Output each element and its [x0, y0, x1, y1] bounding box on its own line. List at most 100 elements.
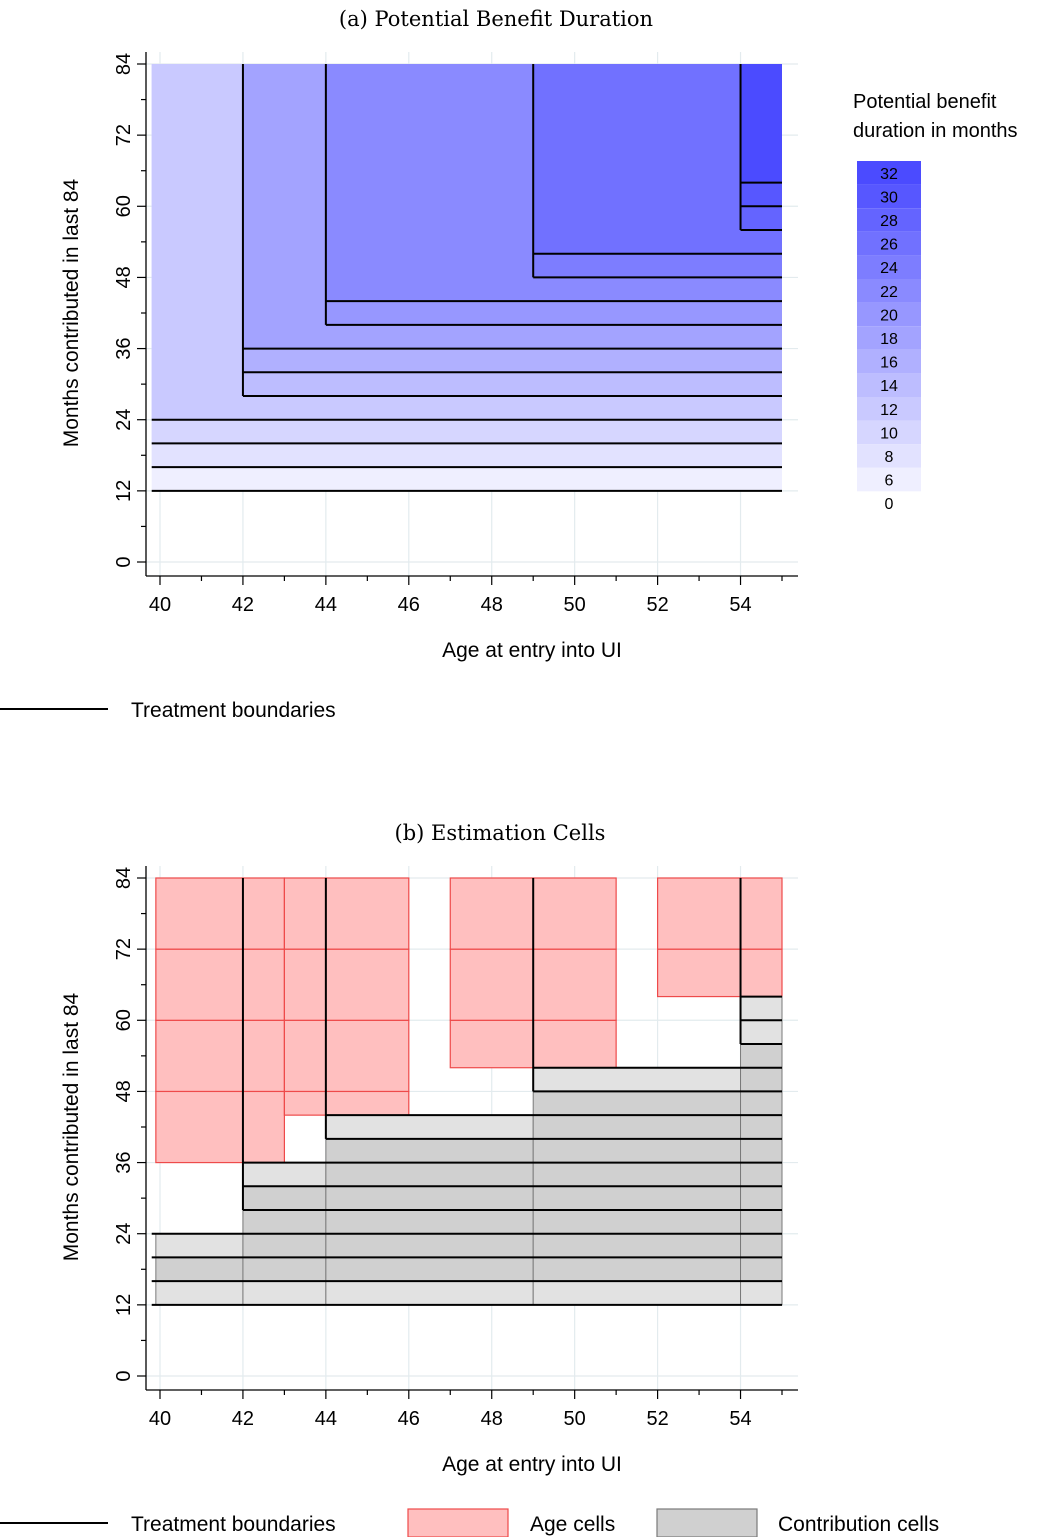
contribution-cell [740, 1019, 783, 1045]
contribution-cell [155, 1256, 244, 1282]
contribution-cell [532, 1280, 742, 1306]
age-cell [656, 948, 742, 998]
color-scale-swatch [857, 420, 921, 445]
color-scale-swatch [857, 255, 921, 279]
color-scale-label: 24 [880, 260, 898, 277]
contribution-cell [532, 1162, 742, 1187]
contribution-cell [325, 1114, 534, 1140]
color-scale-label: 18 [880, 331, 898, 348]
contribution-cell [532, 1114, 742, 1140]
contribution-cell [242, 1209, 327, 1235]
scale-title-line2: duration in months [853, 120, 1018, 142]
panel-b-legend-contribution-cells: Contribution cells [778, 1513, 939, 1536]
panel-a-y-axis-label: Months contributed in last 84 [60, 178, 83, 447]
panel-b-x-axis-label: Age at entry into UI [442, 1453, 622, 1476]
color-scale-label: 16 [880, 355, 898, 372]
contribution-cell [242, 1256, 327, 1282]
contribution-cell [242, 1185, 327, 1211]
contribution-cell [740, 1067, 783, 1092]
heat-region [740, 64, 782, 183]
y-tick-label: 12 [113, 480, 135, 502]
age-cell [532, 1019, 617, 1069]
contribution-cell [155, 1280, 244, 1306]
y-tick-label: 72 [113, 124, 135, 146]
age-cell [325, 948, 410, 1021]
color-scale-swatch [857, 467, 921, 492]
x-tick-label: 50 [564, 1408, 586, 1430]
contribution-cell [740, 1162, 783, 1187]
age-cell [325, 1090, 410, 1116]
contribution-cell [532, 1233, 742, 1258]
age-cell [242, 1090, 286, 1164]
x-tick-label: 42 [232, 1408, 254, 1430]
y-tick-label: 84 [113, 867, 135, 889]
y-tick-label: 84 [113, 53, 135, 75]
y-tick-label: 36 [113, 1151, 135, 1173]
contribution-cell [532, 1067, 742, 1092]
panel-a-title: (a) Potential Benefit Duration [339, 7, 653, 31]
contribution-cell [532, 1090, 742, 1116]
age-cell [242, 1019, 286, 1093]
age-cell [155, 1019, 244, 1093]
color-scale-swatch [857, 161, 921, 185]
x-tick-label: 42 [232, 594, 254, 616]
legend-contribution-swatch [656, 1508, 758, 1537]
age-cell [325, 1019, 410, 1093]
age-cell [283, 1019, 327, 1093]
contribution-cell [242, 1162, 327, 1187]
color-scale-label: 22 [880, 284, 898, 301]
contribution-cell [325, 1209, 534, 1235]
panel-b-axes: 40 42 44 46 48 50 52 54 0 12 24 36 48 60 72 84 [113, 866, 798, 1430]
contribution-cell [325, 1233, 534, 1258]
panel-a: (a) Potential Benefit Duration 40 42 44 46 4… [0, 7, 1018, 722]
x-tick-label: 46 [398, 594, 420, 616]
color-scale-swatch [857, 326, 921, 350]
age-cell [283, 1090, 327, 1116]
x-tick-label: 50 [564, 594, 586, 616]
panel-b: (b) Estimation Cells 40 42 44 46 48 50 52 54 0 12… [0, 821, 939, 1537]
panel-b-treatment-boundaries [151, 878, 782, 1306]
contribution-cell [532, 1185, 742, 1211]
y-tick-label: 36 [113, 337, 135, 359]
age-cell [449, 1019, 534, 1069]
y-tick-label: 48 [113, 1080, 135, 1102]
age-cell [739, 948, 783, 998]
age-cell [532, 877, 617, 950]
color-scale-label: 10 [880, 425, 898, 442]
y-tick-label: 60 [113, 1009, 135, 1031]
x-tick-label: 48 [481, 594, 503, 616]
y-tick-label: 72 [113, 938, 135, 960]
color-scale-label: 28 [880, 213, 898, 230]
x-tick-label: 44 [315, 1408, 337, 1430]
color-scale-label: 6 [885, 473, 894, 490]
color-scale-swatch [857, 231, 921, 256]
y-tick-label: 12 [113, 1294, 135, 1316]
panel-a-x-axis-label: Age at entry into UI [442, 639, 622, 662]
contribution-cell [740, 1043, 783, 1069]
contribution-cell [532, 1138, 742, 1164]
color-scale-label: 20 [880, 307, 898, 324]
contribution-cell [325, 1280, 534, 1306]
color-scale-swatch [857, 397, 921, 421]
panel-a-treatment-boundaries [151, 64, 782, 492]
color-scale-swatch [857, 444, 921, 468]
age-cell [449, 948, 534, 1021]
panel-b-age-cells [155, 877, 783, 1164]
panel-b-legend-boundaries: Treatment boundaries [131, 1513, 336, 1536]
age-cell [155, 1090, 244, 1164]
x-tick-label: 44 [315, 594, 337, 616]
y-tick-label: 0 [113, 556, 135, 567]
contribution-cell [532, 1209, 742, 1235]
panel-a-axes: 40 42 44 46 48 50 52 54 0 12 24 36 48 60 72 84 [113, 52, 798, 616]
contribution-cell [740, 1256, 783, 1282]
age-cell [283, 877, 327, 950]
contribution-cell [242, 1280, 327, 1306]
color-scale-label: 14 [880, 378, 898, 395]
age-cell [155, 877, 244, 950]
age-cell [155, 948, 244, 1021]
contribution-cell [740, 1138, 783, 1164]
contribution-cell [325, 1256, 534, 1282]
contribution-cell [242, 1233, 327, 1258]
color-scale-swatch [857, 491, 921, 515]
